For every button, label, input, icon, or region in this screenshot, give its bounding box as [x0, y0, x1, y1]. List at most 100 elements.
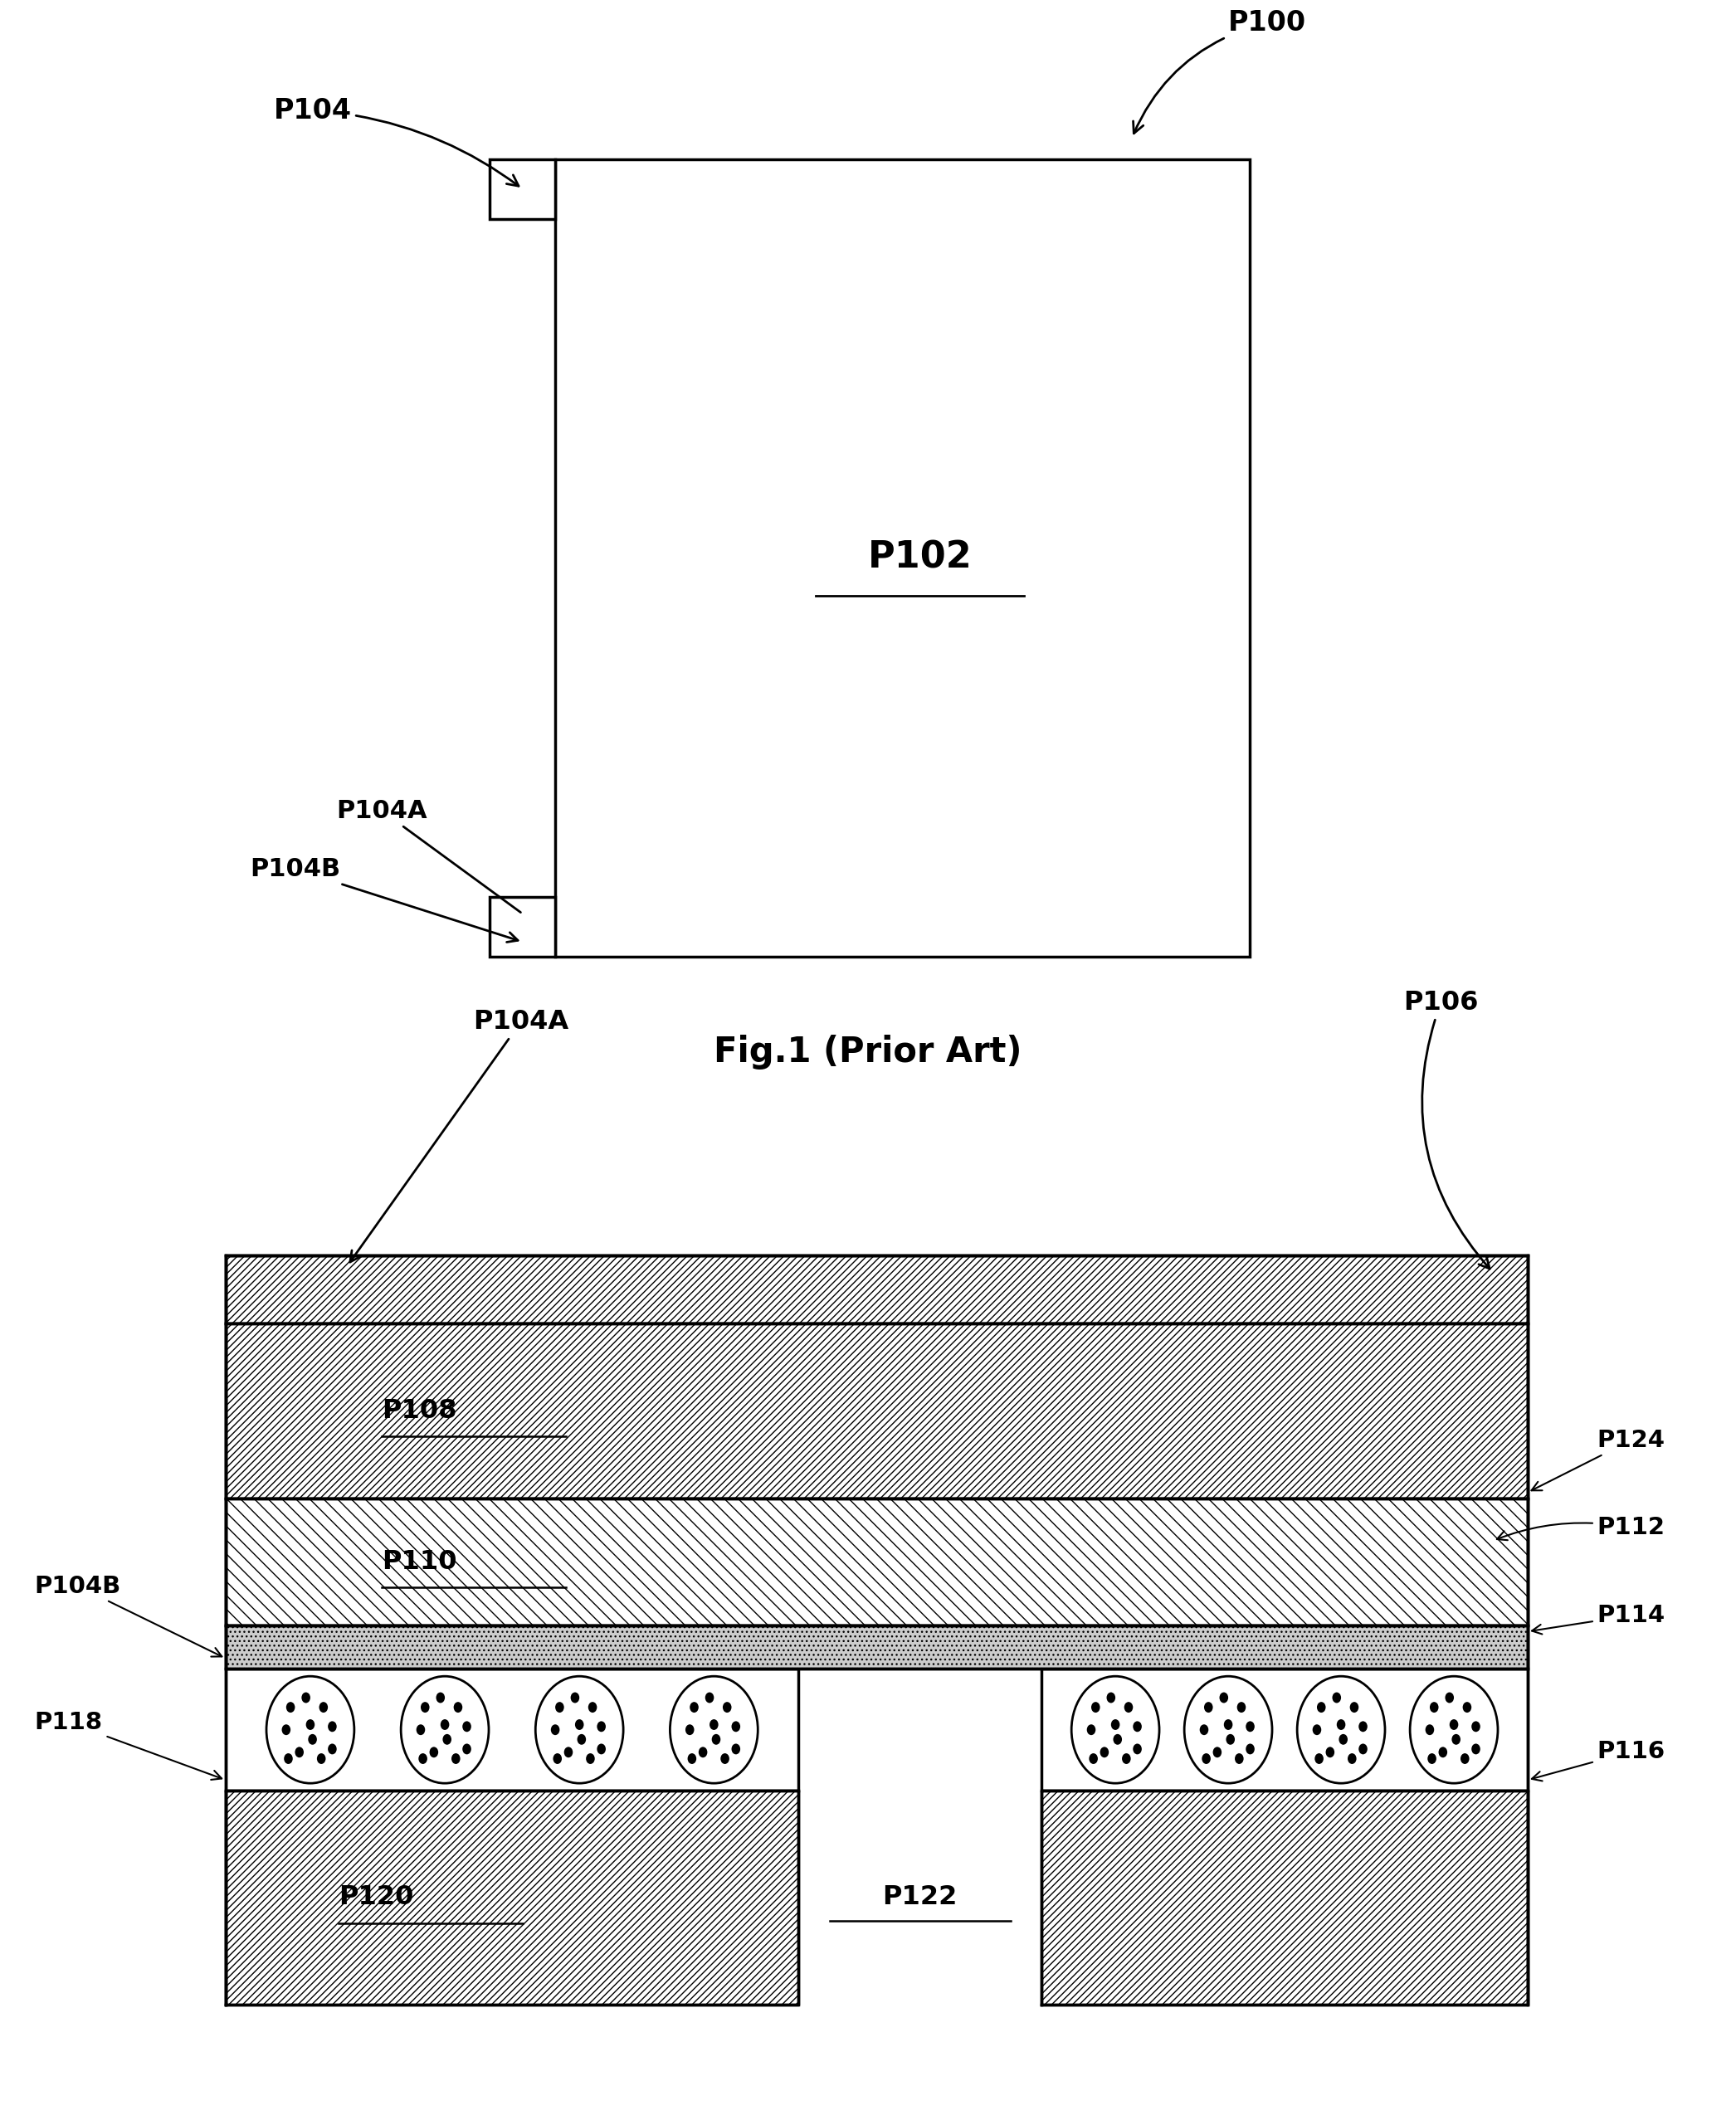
Circle shape	[318, 1753, 326, 1764]
Circle shape	[1347, 1753, 1356, 1764]
Circle shape	[418, 1753, 427, 1764]
Circle shape	[576, 1734, 587, 1745]
Circle shape	[286, 1703, 295, 1713]
Bar	[226, 1256, 1528, 1324]
Circle shape	[1238, 1703, 1246, 1713]
Bar	[556, 159, 1250, 956]
Bar	[226, 1624, 1528, 1669]
Text: P104B: P104B	[35, 1576, 222, 1656]
Circle shape	[1234, 1753, 1243, 1764]
Text: P104A: P104A	[351, 1009, 569, 1263]
Circle shape	[1121, 1753, 1130, 1764]
Circle shape	[328, 1722, 337, 1732]
Circle shape	[443, 1734, 451, 1745]
Circle shape	[597, 1722, 606, 1732]
Circle shape	[1332, 1692, 1340, 1703]
Circle shape	[266, 1677, 354, 1783]
Circle shape	[1425, 1724, 1434, 1734]
Bar	[1042, 1791, 1528, 2005]
Circle shape	[302, 1692, 311, 1703]
Bar	[226, 1791, 799, 2005]
Bar	[490, 897, 556, 956]
Circle shape	[564, 1747, 573, 1758]
Text: P120: P120	[339, 1884, 413, 1910]
Circle shape	[1205, 1703, 1213, 1713]
Circle shape	[1071, 1677, 1160, 1783]
Circle shape	[722, 1703, 731, 1713]
Bar	[226, 1791, 799, 2005]
Text: P110: P110	[382, 1548, 457, 1576]
Bar	[226, 1324, 1528, 1500]
Circle shape	[550, 1724, 559, 1734]
Circle shape	[1337, 1719, 1345, 1730]
Circle shape	[720, 1753, 729, 1764]
Circle shape	[597, 1743, 606, 1753]
Bar	[226, 1500, 1528, 1624]
Text: P106: P106	[1403, 990, 1489, 1269]
Circle shape	[281, 1724, 290, 1734]
Text: Fig.1 (Prior Art): Fig.1 (Prior Art)	[713, 1034, 1023, 1070]
Circle shape	[441, 1719, 450, 1730]
Circle shape	[1451, 1734, 1460, 1745]
Text: P122: P122	[882, 1884, 958, 1910]
Circle shape	[571, 1692, 580, 1703]
Circle shape	[686, 1724, 694, 1734]
Circle shape	[1463, 1703, 1472, 1713]
Circle shape	[689, 1703, 698, 1713]
Circle shape	[306, 1719, 314, 1730]
Text: P124: P124	[1531, 1430, 1665, 1491]
Circle shape	[731, 1743, 740, 1753]
Circle shape	[712, 1734, 720, 1745]
Circle shape	[1351, 1703, 1359, 1713]
Circle shape	[462, 1722, 470, 1732]
Bar	[226, 1669, 799, 1791]
Circle shape	[710, 1719, 719, 1730]
Bar	[226, 1256, 1528, 1324]
Circle shape	[1410, 1677, 1498, 1783]
Circle shape	[319, 1703, 328, 1713]
Circle shape	[556, 1703, 564, 1713]
Circle shape	[1200, 1724, 1208, 1734]
Circle shape	[1134, 1722, 1142, 1732]
Bar	[1042, 1669, 1528, 1791]
Circle shape	[453, 1703, 462, 1713]
Circle shape	[535, 1677, 623, 1783]
Text: P104: P104	[274, 97, 519, 186]
Circle shape	[1125, 1703, 1134, 1713]
Circle shape	[1450, 1719, 1458, 1730]
Text: P118: P118	[35, 1711, 222, 1779]
Circle shape	[575, 1719, 583, 1730]
Circle shape	[1326, 1747, 1335, 1758]
Circle shape	[429, 1747, 437, 1758]
Circle shape	[285, 1753, 293, 1764]
Circle shape	[698, 1747, 707, 1758]
Circle shape	[587, 1753, 595, 1764]
Circle shape	[1359, 1743, 1368, 1753]
Circle shape	[1246, 1743, 1255, 1753]
Circle shape	[1460, 1753, 1469, 1764]
Circle shape	[705, 1692, 713, 1703]
Circle shape	[1088, 1753, 1097, 1764]
Circle shape	[307, 1734, 318, 1745]
Circle shape	[1219, 1692, 1227, 1703]
Circle shape	[1184, 1677, 1272, 1783]
Circle shape	[1213, 1747, 1222, 1758]
Circle shape	[1246, 1722, 1255, 1732]
Circle shape	[420, 1703, 429, 1713]
Circle shape	[1439, 1747, 1448, 1758]
Circle shape	[1134, 1743, 1142, 1753]
Circle shape	[1314, 1753, 1323, 1764]
Circle shape	[1444, 1692, 1453, 1703]
Text: P102: P102	[868, 539, 972, 575]
Circle shape	[1226, 1734, 1234, 1745]
Circle shape	[1427, 1753, 1436, 1764]
Circle shape	[1472, 1722, 1481, 1732]
Circle shape	[1113, 1734, 1121, 1745]
Circle shape	[1318, 1703, 1326, 1713]
Bar	[226, 1624, 1528, 1669]
Text: P112: P112	[1496, 1516, 1665, 1540]
Text: P116: P116	[1531, 1741, 1665, 1781]
Text: P104A: P104A	[337, 799, 521, 912]
Circle shape	[1087, 1724, 1095, 1734]
Circle shape	[1092, 1703, 1101, 1713]
